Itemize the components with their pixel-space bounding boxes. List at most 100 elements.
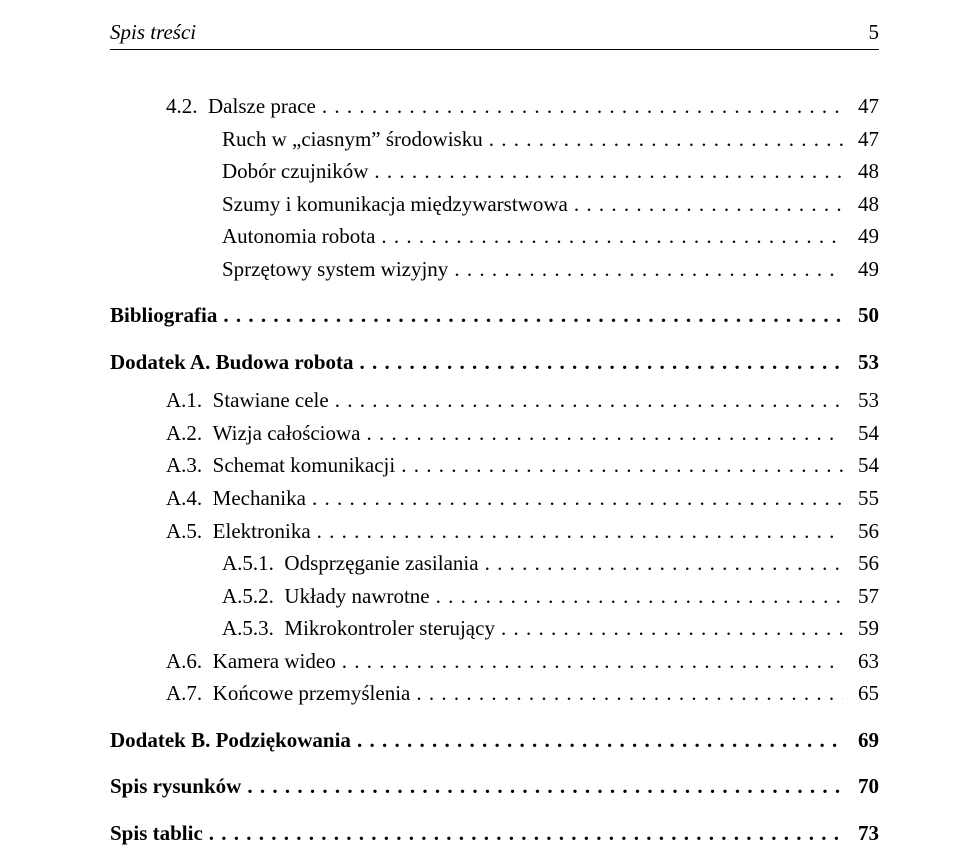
toc-entry-label: Sprzętowy system wizyjny <box>222 253 448 286</box>
toc-entry: A.7. Końcowe przemyślenia65 <box>110 677 879 710</box>
toc-leader-dots <box>489 123 843 156</box>
toc-entry-page: 54 <box>849 417 879 450</box>
toc-entry-title: Kamera wideo <box>213 649 336 673</box>
toc-entry-label: Dodatek A. Budowa robota <box>110 346 354 379</box>
toc-leader-dots <box>401 449 843 482</box>
toc-entry-title: Układy nawrotne <box>284 584 429 608</box>
toc-entry-page: 53 <box>849 346 879 379</box>
toc-entry-title: Mechanika <box>213 486 306 510</box>
toc-leader-dots <box>574 188 843 221</box>
toc-entry-title: Końcowe przemyślenia <box>213 681 411 705</box>
toc-entry: Autonomia robota49 <box>110 220 879 253</box>
toc-leader-dots <box>357 724 843 757</box>
toc-entry-label: A.5.1. Odsprzęganie zasilania <box>222 547 479 580</box>
toc-entry-title: Sprzętowy system wizyjny <box>222 257 448 281</box>
toc-entry-title: Wizja całościowa <box>213 421 361 445</box>
toc-entry-label: A.5. Elektronika <box>166 515 311 548</box>
toc-entry: A.5.1. Odsprzęganie zasilania 56 <box>110 547 879 580</box>
toc-leader-dots <box>436 580 843 613</box>
toc-leader-dots <box>322 90 843 123</box>
toc-entry-label: Bibliografia <box>110 299 217 332</box>
toc-entry-page: 54 <box>849 449 879 482</box>
toc-entry-label: Spis rysunków <box>110 770 241 803</box>
toc-entry-page: 53 <box>849 384 879 417</box>
toc-entry-page: 57 <box>849 580 879 613</box>
toc-leader-dots <box>223 299 843 332</box>
toc-leader-dots <box>335 384 843 417</box>
toc-entry-title: Mikrokontroler sterujący <box>284 616 495 640</box>
toc-entry-number: A.5.3. <box>222 612 274 645</box>
toc-entry-title: Dobór czujników <box>222 159 368 183</box>
toc-entry-page: 49 <box>849 253 879 286</box>
toc-leader-dots <box>416 677 843 710</box>
toc-entry-page: 59 <box>849 612 879 645</box>
toc-leader-dots <box>374 155 843 188</box>
toc-entry-title: Dalsze prace <box>208 94 316 118</box>
toc-entry-label: A.4. Mechanika <box>166 482 306 515</box>
toc-entry-page: 55 <box>849 482 879 515</box>
toc-entry: A.6. Kamera wideo63 <box>110 645 879 678</box>
toc-entry-page: 48 <box>849 155 879 188</box>
page: Spis treści 5 4.2. Dalsze prace 47 Ruch w … <box>0 0 959 765</box>
toc-entry-page: 47 <box>849 90 879 123</box>
toc-entry-label: Szumy i komunikacja międzywarstwowa <box>222 188 568 221</box>
toc-entry: A.5. Elektronika 56 <box>110 515 879 548</box>
toc-entry: A.3. Schemat komunikacji 54 <box>110 449 879 482</box>
toc-leader-dots <box>317 515 843 548</box>
toc-entry-title: Stawiane cele <box>213 388 329 412</box>
toc-entry-number: A.3. <box>166 449 202 482</box>
toc-entry-label: A.7. Końcowe przemyślenia <box>166 677 410 710</box>
header-page-number: 5 <box>869 20 880 45</box>
toc-entry-number: A.6. <box>166 645 202 678</box>
toc-entry-label: Spis tablic <box>110 817 203 849</box>
toc-entry-label: A.1. Stawiane cele <box>166 384 329 417</box>
toc-entry: A.1. Stawiane cele 53 <box>110 384 879 417</box>
toc-entry: Dobór czujników 48 <box>110 155 879 188</box>
page-header: Spis treści 5 <box>110 20 879 50</box>
toc-entry: Spis rysunków70 <box>110 770 879 803</box>
toc-entry-number: A.7. <box>166 677 202 710</box>
toc-entry: Szumy i komunikacja międzywarstwowa 48 <box>110 188 879 221</box>
toc-entry: Bibliografia 50 <box>110 299 879 332</box>
toc-entry-title: Spis tablic <box>110 821 203 845</box>
toc-entry-page: 56 <box>849 547 879 580</box>
toc-entry-page: 48 <box>849 188 879 221</box>
toc-entry-title: Ruch w „ciasnym” środowisku <box>222 127 483 151</box>
toc-entry-page: 69 <box>849 724 879 757</box>
toc-entry: Dodatek B. Podziękowania 69 <box>110 724 879 757</box>
toc-entry-label: 4.2. Dalsze prace <box>166 90 316 123</box>
toc-entry-label: A.5.2. Układy nawrotne <box>222 580 430 613</box>
toc-entry: A.4. Mechanika 55 <box>110 482 879 515</box>
toc-entry-title: Szumy i komunikacja międzywarstwowa <box>222 192 568 216</box>
toc-leader-dots <box>209 817 843 849</box>
toc-entry-number: A.4. <box>166 482 202 515</box>
toc-entry-label: A.5.3. Mikrokontroler sterujący <box>222 612 495 645</box>
toc-entry: A.5.3. Mikrokontroler sterujący 59 <box>110 612 879 645</box>
toc-entry-title: Dodatek B. Podziękowania <box>110 728 351 752</box>
toc-entry-title: Elektronika <box>213 519 311 543</box>
toc-leader-dots <box>381 220 843 253</box>
toc-entry-number: A.5.1. <box>222 547 274 580</box>
toc-entry-title: Odsprzęganie zasilania <box>284 551 478 575</box>
toc-leader-dots <box>485 547 843 580</box>
toc-entry-page: 56 <box>849 515 879 548</box>
toc-entry-number: A.2. <box>166 417 202 450</box>
header-title: Spis treści <box>110 20 196 45</box>
toc-entry-number: 4.2. <box>166 90 198 123</box>
table-of-contents: 4.2. Dalsze prace 47 Ruch w „ciasnym” środ… <box>110 90 879 849</box>
toc-entry: Spis tablic73 <box>110 817 879 849</box>
toc-entry: Sprzętowy system wizyjny 49 <box>110 253 879 286</box>
toc-entry-page: 50 <box>849 299 879 332</box>
toc-entry-title: Dodatek A. Budowa robota <box>110 350 354 374</box>
toc-entry-label: Dodatek B. Podziękowania <box>110 724 351 757</box>
toc-entry: Dodatek A. Budowa robota 53 <box>110 346 879 379</box>
toc-entry-label: Autonomia robota <box>222 220 375 253</box>
toc-entry-title: Autonomia robota <box>222 224 375 248</box>
toc-entry-label: A.6. Kamera wideo <box>166 645 336 678</box>
toc-leader-dots <box>501 612 843 645</box>
toc-entry-number: A.1. <box>166 384 202 417</box>
toc-entry-title: Spis rysunków <box>110 774 241 798</box>
toc-entry-label: Ruch w „ciasnym” środowisku <box>222 123 483 156</box>
toc-entry-label: A.3. Schemat komunikacji <box>166 449 395 482</box>
toc-entry-title: Bibliografia <box>110 303 217 327</box>
